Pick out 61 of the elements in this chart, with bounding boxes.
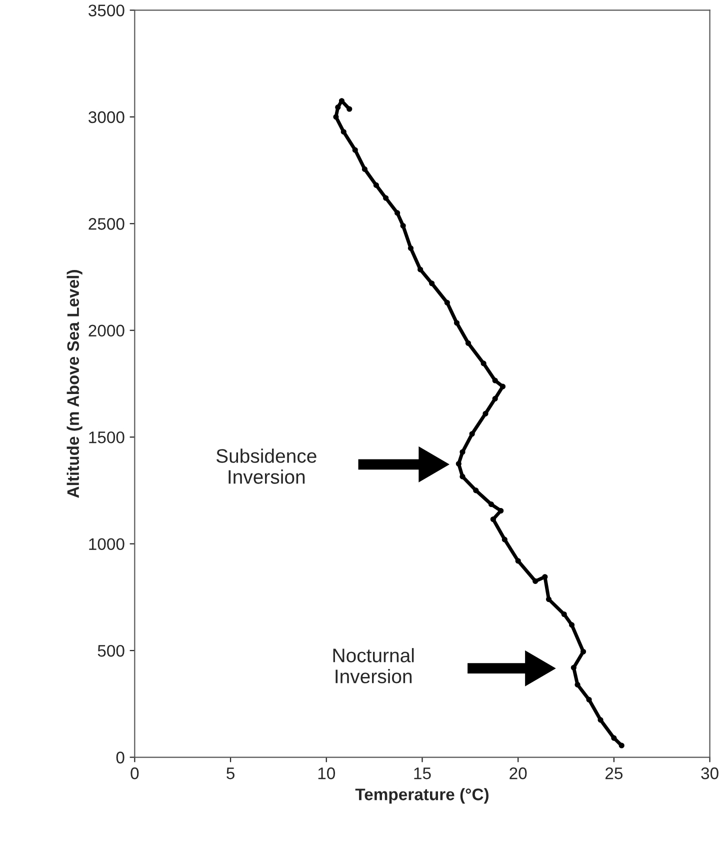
point bbox=[580, 648, 586, 654]
x-tick-label: 0 bbox=[130, 767, 139, 780]
point bbox=[500, 384, 506, 390]
x-axis-title: Temperature (°C) bbox=[355, 788, 488, 804]
y-tick-label: 1500 bbox=[89, 431, 124, 444]
point bbox=[480, 360, 486, 366]
y-tick-label: 3000 bbox=[88, 111, 124, 124]
y-tick-label: 500 bbox=[98, 644, 124, 657]
annotation: Subsidence Inversion bbox=[216, 448, 316, 484]
point bbox=[429, 280, 435, 286]
point bbox=[469, 431, 475, 437]
point bbox=[611, 735, 617, 741]
x-tick-label: 25 bbox=[606, 767, 623, 780]
point bbox=[383, 195, 389, 201]
point bbox=[418, 266, 424, 272]
x-tick-label: 10 bbox=[318, 767, 336, 780]
point bbox=[352, 147, 358, 153]
point bbox=[362, 166, 368, 172]
point bbox=[490, 516, 496, 522]
point bbox=[465, 340, 472, 346]
point bbox=[568, 622, 575, 628]
point bbox=[618, 742, 624, 748]
annotation: Nocturnal Inversion bbox=[333, 648, 414, 684]
point bbox=[454, 320, 460, 326]
point bbox=[473, 488, 479, 494]
point bbox=[460, 474, 466, 480]
y-axis-title: Altitude (m Above Sea Level) bbox=[66, 270, 82, 498]
point bbox=[586, 696, 592, 702]
point bbox=[515, 558, 521, 564]
x-tick-label: 15 bbox=[414, 768, 431, 780]
x-tick-label: 20 bbox=[510, 767, 527, 780]
point bbox=[498, 508, 504, 514]
point bbox=[574, 682, 580, 688]
y-tick-label: 2500 bbox=[88, 218, 124, 230]
point bbox=[340, 129, 346, 135]
point bbox=[482, 410, 488, 416]
y-tick-label: 1000 bbox=[89, 538, 124, 550]
point bbox=[492, 378, 498, 384]
point bbox=[570, 664, 576, 670]
y-tick-label: 0 bbox=[116, 752, 124, 764]
y-tick-label: 2000 bbox=[88, 324, 124, 337]
point bbox=[408, 245, 414, 251]
point bbox=[444, 300, 450, 306]
point bbox=[335, 104, 341, 110]
x-tick-label: 5 bbox=[226, 768, 234, 780]
x-tick-label: 30 bbox=[701, 767, 718, 780]
point bbox=[373, 182, 380, 188]
point bbox=[400, 222, 406, 229]
point bbox=[598, 717, 604, 723]
point bbox=[561, 611, 567, 618]
point bbox=[546, 596, 552, 602]
point bbox=[346, 106, 352, 112]
point bbox=[460, 449, 466, 455]
point bbox=[394, 210, 400, 216]
point bbox=[333, 114, 339, 120]
point bbox=[456, 460, 462, 467]
point bbox=[488, 502, 494, 508]
point bbox=[502, 536, 508, 542]
point bbox=[492, 396, 498, 402]
point bbox=[532, 578, 538, 584]
y-tick-label: 3500 bbox=[88, 4, 124, 16]
